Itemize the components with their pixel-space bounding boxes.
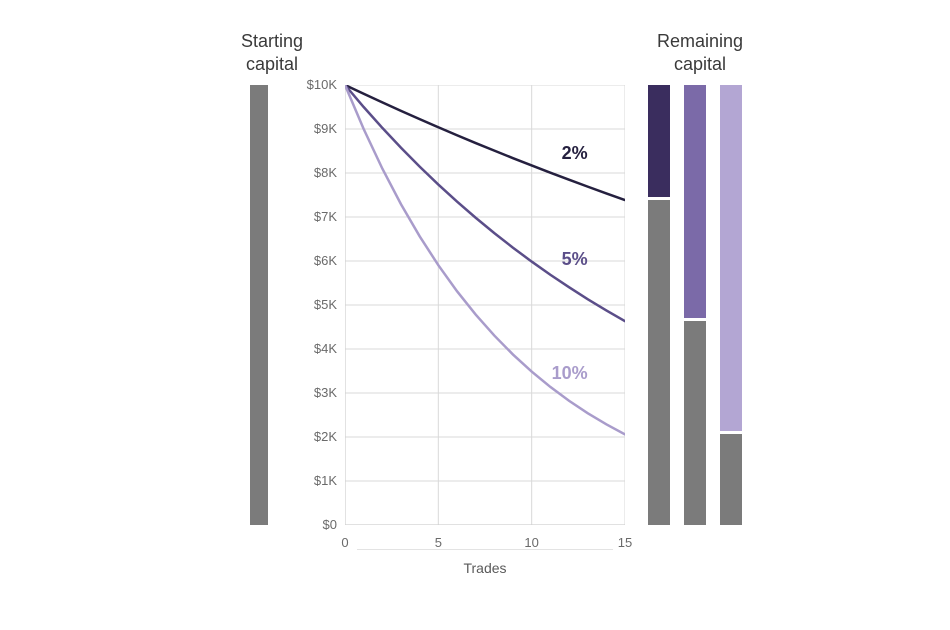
y-tick-label: $9K: [287, 121, 337, 136]
y-tick-label: $10K: [287, 77, 337, 92]
x-tick-label: 15: [610, 535, 640, 550]
y-tick-label: $4K: [287, 341, 337, 356]
x-axis-guide: [357, 549, 613, 550]
remaining-bar-risk10-remain: [720, 434, 742, 525]
x-tick-label: 5: [423, 535, 453, 550]
remaining-bar-risk2-remain: [648, 200, 670, 525]
y-tick-label: $3K: [287, 385, 337, 400]
remaining-bar-risk2-lost: [648, 85, 670, 197]
y-tick-label: $0: [287, 517, 337, 532]
y-tick-label: $6K: [287, 253, 337, 268]
remaining-bar-risk2: [648, 85, 670, 525]
y-tick-label: $5K: [287, 297, 337, 312]
figure-root: Startingcapital Remainingcapital $0 $1K $2…: [0, 0, 950, 630]
remaining-bar-risk5-remain: [684, 321, 706, 525]
y-tick-label: $1K: [287, 473, 337, 488]
x-tick-label: 0: [330, 535, 360, 550]
series-line-risk5: [345, 85, 625, 321]
series-label-risk10: 10%: [538, 363, 588, 384]
series-label-risk5: 5%: [538, 249, 588, 270]
heading-starting-capital: Startingcapital: [222, 30, 322, 75]
y-tick-label: $7K: [287, 209, 337, 224]
starting-capital-bar: [250, 85, 268, 525]
heading-remaining-capital: Remainingcapital: [640, 30, 760, 75]
remaining-bar-risk10-lost: [720, 85, 742, 431]
remaining-bar-risk5-lost: [684, 85, 706, 318]
y-tick-label: $2K: [287, 429, 337, 444]
series-label-risk2: 2%: [538, 143, 588, 164]
y-tick-label: $8K: [287, 165, 337, 180]
starting-capital-bar-fill: [250, 85, 268, 525]
x-axis-title: Trades: [445, 560, 525, 576]
x-tick-label: 10: [517, 535, 547, 550]
remaining-bar-risk10: [720, 85, 742, 525]
remaining-bar-risk5: [684, 85, 706, 525]
